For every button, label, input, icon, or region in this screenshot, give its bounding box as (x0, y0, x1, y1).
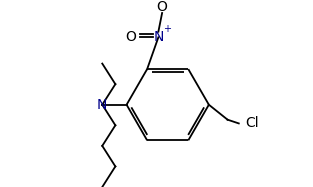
Text: N: N (153, 30, 164, 44)
Text: Cl: Cl (245, 117, 259, 130)
Text: -: - (168, 0, 173, 6)
Text: +: + (163, 24, 171, 34)
Text: O: O (157, 0, 167, 14)
Text: O: O (125, 30, 136, 44)
Text: N: N (97, 98, 107, 112)
